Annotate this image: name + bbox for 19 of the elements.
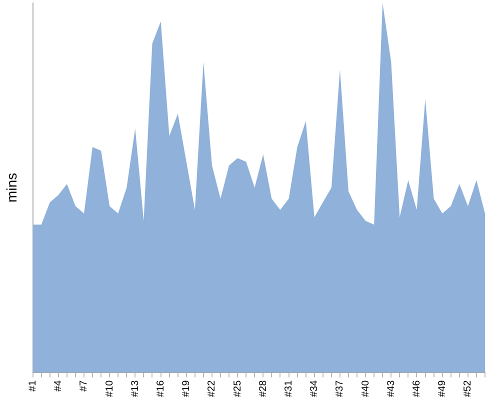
x-tick-label: #49 [437,380,448,398]
x-tick-label: #10 [104,380,116,398]
x-tick-label: #16 [156,380,167,398]
x-tick-label: #34 [309,380,320,398]
x-tick-label: #4 [53,380,64,392]
x-tick-label: #13 [130,380,141,398]
x-tick-label: #46 [411,380,422,398]
x-tick-label: #31 [284,380,295,398]
y-axis-title: mins [3,172,20,202]
x-tick-label: #28 [258,380,269,398]
x-tick-label: #1 [28,380,39,392]
x-tick-label: #25 [232,380,244,398]
x-tick-label: #37 [334,380,346,398]
x-tick-label: #52 [462,380,474,398]
x-tick-label: #7 [78,380,90,392]
x-tick-label: #43 [386,380,397,398]
x-tick-label: #19 [181,380,192,398]
x-tick-label: #22 [206,380,218,398]
x-tick-label: #40 [360,380,372,398]
